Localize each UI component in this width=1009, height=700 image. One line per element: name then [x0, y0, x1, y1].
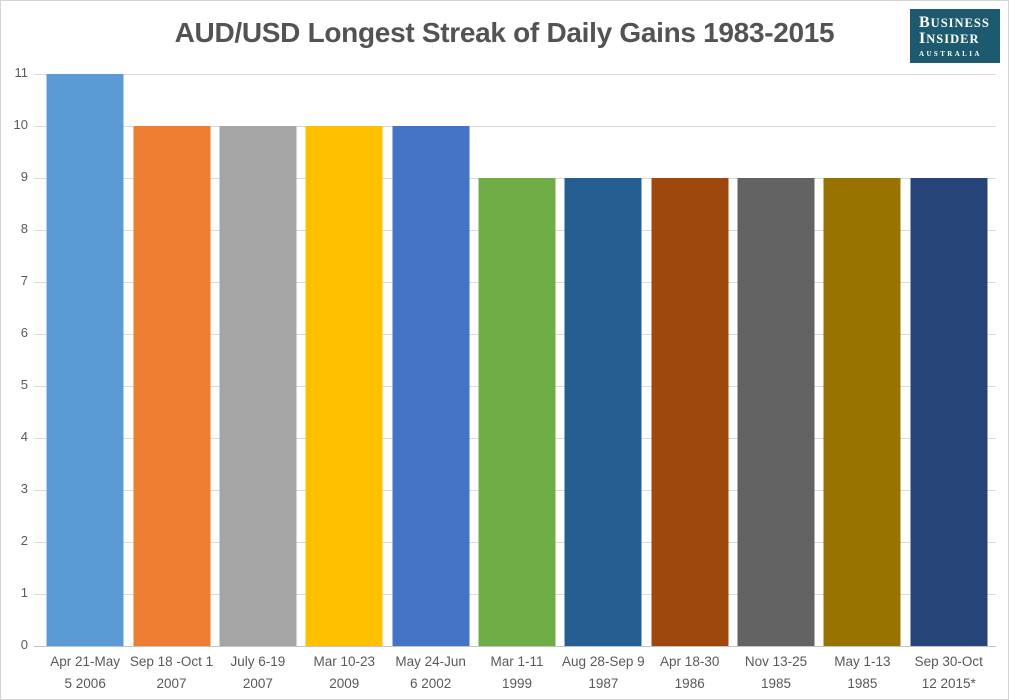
chart-title: AUD/USD Longest Streak of Daily Gains 19…	[174, 17, 835, 48]
bar-slot	[301, 74, 387, 646]
x-category-label: Mar 1-11 1999	[490, 654, 544, 691]
y-tick-label: 1	[20, 585, 28, 600]
bar-slot	[906, 74, 992, 646]
bar-slot	[474, 74, 560, 646]
y-tick-label: 4	[20, 429, 28, 444]
x-category-label: Sep 18 -Oct 1 2007	[129, 654, 214, 691]
x-category-label: Aug 28-Sep 9 1987	[562, 654, 645, 691]
logo-text-business: BUSINESS	[919, 14, 990, 31]
bar-slot	[215, 74, 301, 646]
x-category-label: May 24-Jun 6 2002	[395, 654, 466, 691]
bar-8	[651, 178, 729, 646]
y-tick-label: 6	[20, 325, 28, 340]
bar-3	[219, 126, 297, 646]
bar-slot	[387, 74, 473, 646]
bar-slot	[733, 74, 819, 646]
bar-1	[46, 74, 124, 646]
logo-text-australia: AUSTRALIA	[919, 50, 982, 58]
x-category-label: Apr 21-May 5 2006	[50, 654, 121, 691]
bar-slot	[560, 74, 646, 646]
bars-layer	[42, 74, 992, 646]
y-tick-label: 10	[13, 117, 28, 132]
y-tick-label: 2	[20, 533, 28, 548]
y-gridline	[34, 126, 996, 127]
bar-9	[737, 178, 815, 646]
bar-10	[823, 178, 901, 646]
x-category-label: May 1-13 1985	[834, 654, 891, 691]
bar-7	[564, 178, 642, 646]
bar-11	[910, 178, 988, 646]
x-category-label: Sep 30-Oct 12 2015*	[914, 654, 983, 691]
y-tick-label: 5	[20, 377, 28, 392]
y-tick-label: 0	[20, 637, 28, 652]
x-category-label: Nov 13-25 1985	[744, 654, 808, 691]
y-tick-label: 11	[14, 65, 29, 80]
x-category-label: July 6-19 2007	[230, 654, 286, 691]
bar-5	[392, 126, 470, 646]
y-tick-label: 8	[20, 221, 28, 236]
bar-4	[305, 126, 383, 646]
bar-slot	[128, 74, 214, 646]
bar-2	[133, 126, 211, 646]
y-axis: 0 1 2 3 4 5 6 7 8 9 10 11	[1, 65, 28, 652]
logo-text-insider: INSIDER	[919, 30, 980, 47]
y-tick-label: 9	[20, 169, 28, 184]
plot-area	[34, 74, 996, 647]
x-axis-labels: Apr 21-May 5 2006 Sep 18 -Oct 1 2007 July 6-…	[42, 651, 992, 695]
bar-slot	[647, 74, 733, 646]
y-tick-label: 3	[20, 481, 28, 496]
x-axis-line	[34, 646, 996, 647]
y-gridline	[34, 74, 996, 75]
x-category-label: Mar 10-23 2009	[313, 654, 376, 691]
x-category-label: Apr 18-30 1986	[660, 654, 720, 691]
bar-slot	[819, 74, 905, 646]
business-insider-logo: BUSINESS INSIDER AUSTRALIA	[910, 9, 1000, 63]
y-tick-label: 7	[20, 273, 28, 288]
bar-slot	[42, 74, 128, 646]
bar-6	[478, 178, 556, 646]
